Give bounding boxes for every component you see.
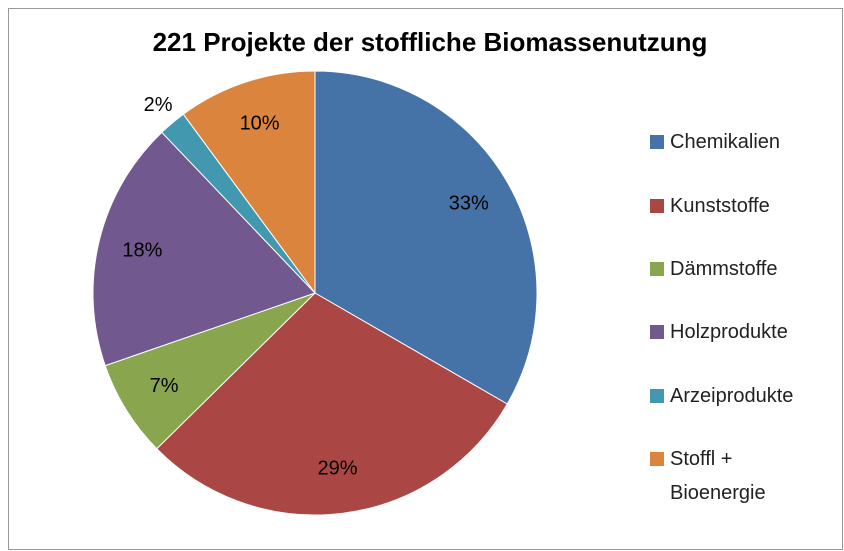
legend-swatch [650,135,664,149]
legend-item: Stoffl + Bioenergie [650,442,830,510]
data-label: 2% [144,94,173,116]
legend-label: Stoffl + Bioenergie [670,448,766,504]
legend-label: Kunststoffe [670,195,770,217]
pie-slice [156,292,508,516]
pie-slice [314,70,538,405]
legend-swatch [650,325,664,339]
legend-label: Chemikalien [670,131,781,153]
legend-swatch [650,452,664,466]
chart-title: 221 Projekte der stoffliche Biomassenutz… [153,27,708,57]
legend-item: Arzeiprodukte [650,379,830,413]
legend-swatch [650,199,664,213]
legend-item: Dämmstoffe [650,252,830,286]
data-label: 33% [449,192,489,214]
legend-label: Dämmstoffe [670,258,778,280]
legend-label: Holzprodukte [670,321,788,343]
legend-item: Kunststoffe [650,189,830,223]
data-label: 7% [150,375,179,397]
legend-swatch [650,262,664,276]
legend-swatch [650,389,664,403]
legend-item: Chemikalien [650,125,830,159]
data-label: 18% [122,239,162,261]
data-label: 10% [240,113,280,135]
legend-label: Arzeiprodukte [670,385,794,407]
legend-item: Holzprodukte [650,315,830,349]
pie-slice [182,70,316,295]
pie-slice [92,131,316,367]
data-label: 29% [317,457,357,479]
